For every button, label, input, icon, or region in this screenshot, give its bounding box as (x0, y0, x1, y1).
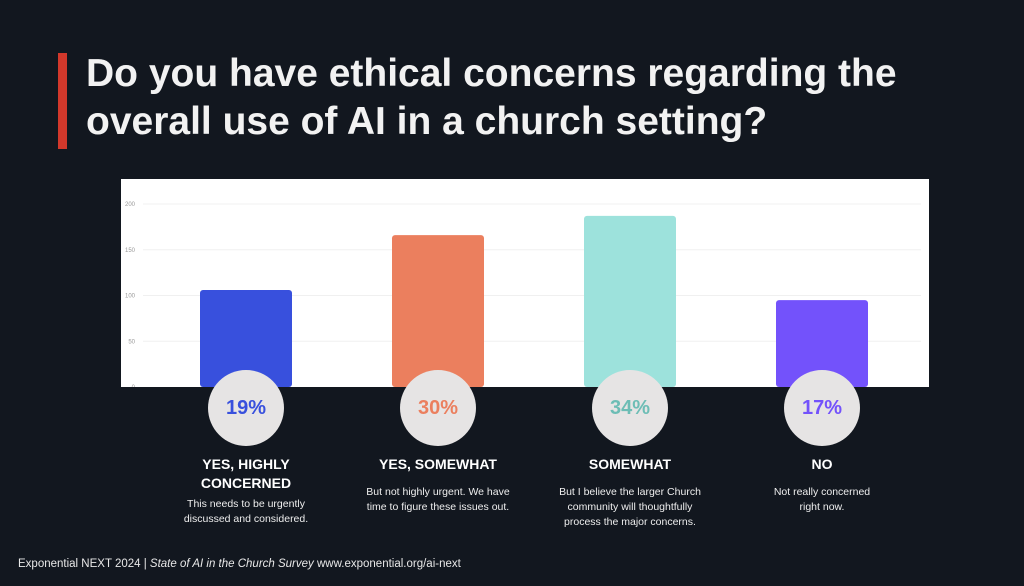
percent-badge: 17% (784, 370, 860, 446)
chart-svg: 0 50 100 150 200 (125, 202, 921, 391)
percent-badge: 34% (592, 370, 668, 446)
y-tick-label: 0 (132, 385, 136, 387)
title-accent-bar (58, 53, 67, 149)
category-label: NO (811, 456, 833, 472)
footer-url[interactable]: www.exponential.org/ai-next (316, 558, 461, 570)
page-title: Do you have ethical concerns regarding t… (86, 52, 897, 143)
bar (776, 300, 868, 387)
percent-badge: 30% (400, 370, 476, 446)
percent-badge: 19% (208, 370, 284, 446)
bar (392, 235, 484, 387)
category-description: This needs to be urgently discussed and … (183, 498, 309, 525)
category-description: But not highly urgent. We have time to f… (366, 486, 510, 513)
y-tick-label: 100 (125, 294, 136, 300)
category-label: YES, SOMEWHAT (379, 456, 497, 472)
footer: Exponential NEXT 2024 | State of AI in t… (18, 558, 461, 570)
y-tick-label: 150 (125, 248, 136, 254)
category-description: But I believe the larger Church communit… (559, 486, 701, 528)
bar-chart: 0 50 100 150 200 (121, 179, 929, 391)
bar (584, 215, 676, 387)
bar (200, 290, 292, 387)
category-label: SOMEWHAT (588, 456, 672, 472)
category-label: YES, HIGHLY CONCERNED (200, 456, 292, 491)
footer-prefix: Exponential NEXT 2024 | (18, 558, 147, 570)
footer-survey: State of AI in the Church Survey (149, 558, 314, 570)
y-tick-label: 50 (128, 339, 135, 345)
y-tick-label: 200 (125, 202, 136, 208)
category-description: Not really concerned right now. (773, 486, 871, 513)
